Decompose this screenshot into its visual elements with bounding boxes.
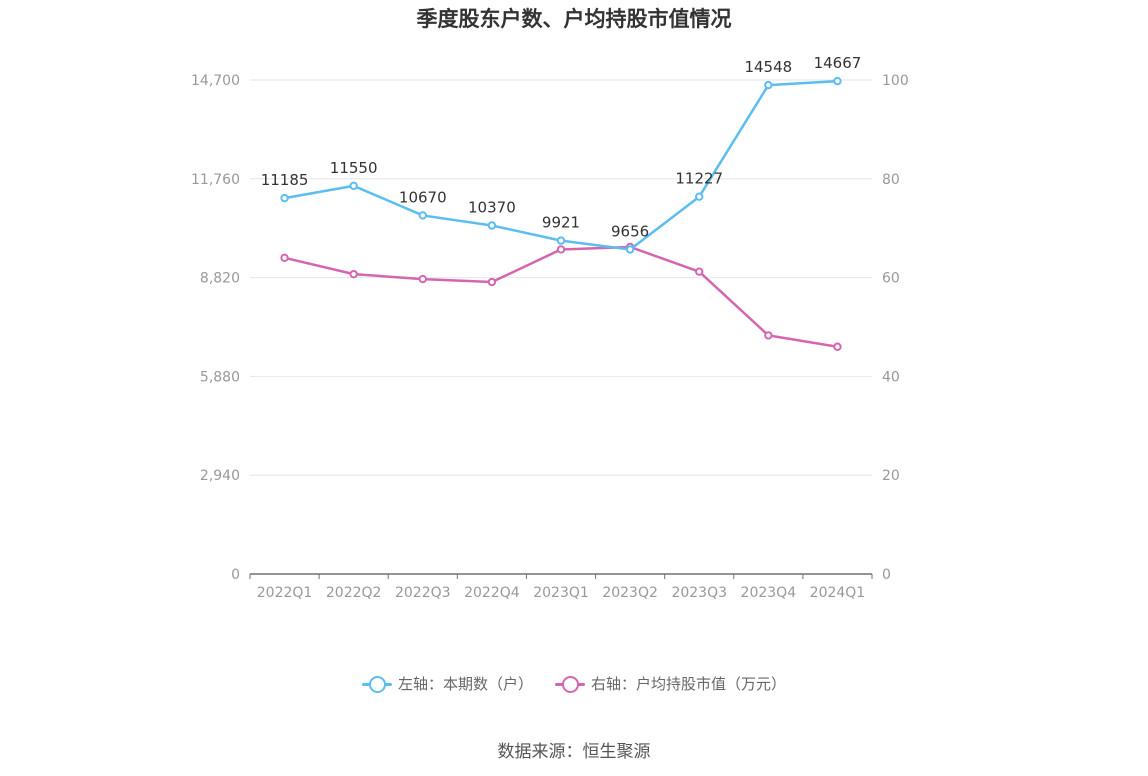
right-axis-tick-label: 0 <box>882 567 891 583</box>
data-point-0 <box>625 245 635 254</box>
x-axis-category-label: 2022Q4 <box>464 585 520 601</box>
data-point-0 <box>764 80 773 90</box>
data-point-1 <box>764 331 773 340</box>
x-axis-category-label: 2023Q3 <box>671 585 727 601</box>
source-note: 数据来源：恒生聚源 <box>497 742 651 762</box>
legend-swatch-avg-value <box>555 674 585 694</box>
data-label-0: 14667 <box>814 54 862 72</box>
x-axis-category-label: 2022Q1 <box>257 585 313 601</box>
data-label-0: 11185 <box>261 171 309 189</box>
x-axis-category-label: 2023Q2 <box>602 585 658 601</box>
data-point-1 <box>280 253 289 263</box>
data-point-0 <box>487 221 497 230</box>
right-axis-tick-label: 100 <box>882 73 909 89</box>
data-point-1 <box>833 342 842 351</box>
data-point-1 <box>695 267 704 276</box>
data-point-0 <box>833 76 842 86</box>
series-line-1 <box>284 245 838 348</box>
legend: 左轴：本期数（户） 右轴：户均持股市值（万元） <box>0 673 1148 694</box>
legend-item-avg-value[interactable]: 右轴：户均持股市值（万元） <box>555 673 786 694</box>
series <box>280 76 842 351</box>
left-axis-tick-label: 14,700 <box>191 73 240 89</box>
data-label-0: 14548 <box>744 58 792 76</box>
legend-item-households[interactable]: 左轴：本期数（户） <box>361 673 533 694</box>
data-labels: 11185 11550 10670 10370 9921 9656 11227 14548 14… <box>261 54 862 240</box>
data-point-0 <box>695 192 704 201</box>
data-label-0: 11550 <box>330 159 378 177</box>
right-axis-tick-label: 60 <box>882 271 900 287</box>
right-axis-tick-label: 20 <box>882 468 900 484</box>
data-label-0: 11227 <box>675 170 723 188</box>
data-point-0 <box>418 211 427 220</box>
left-axis-tick-label: 5,880 <box>200 369 240 385</box>
data-label-0: 10670 <box>399 188 447 206</box>
data-point-1 <box>418 274 427 284</box>
left-axis-tick-label: 8,820 <box>200 271 240 287</box>
grid-lines <box>250 79 872 476</box>
x-axis-category-label: 2022Q2 <box>326 585 382 601</box>
x-axis-category-label: 2022Q3 <box>395 585 451 601</box>
legend-label-households: 左轴：本期数（户） <box>397 675 533 693</box>
x-axis-category-label: 2023Q4 <box>741 585 797 601</box>
data-point-0 <box>349 181 358 191</box>
data-point-1 <box>556 245 566 254</box>
data-label-0: 9656 <box>611 223 649 241</box>
axes: 0 0 2,940 20 5,880 40 8,820 60 11,760 80 14,700 100… <box>191 73 909 601</box>
right-axis-tick-label: 80 <box>882 172 900 188</box>
x-axis-category-label: 2024Q1 <box>810 585 866 601</box>
chart-title: 季度股东户数、户均持股市值情况 <box>416 7 732 31</box>
right-axis-tick-label: 40 <box>882 369 900 385</box>
legend-swatch-households <box>361 674 392 694</box>
data-point-0 <box>556 236 566 245</box>
data-label-0: 10370 <box>468 199 516 217</box>
x-axis-category-label: 2023Q1 <box>533 585 589 601</box>
data-point-1 <box>487 277 497 287</box>
left-axis-tick-label: 11,760 <box>191 172 240 188</box>
legend-label-avg-value: 右轴：户均持股市值（万元） <box>591 675 787 693</box>
data-point-0 <box>280 193 289 203</box>
left-axis-tick-label: 2,940 <box>200 468 240 484</box>
data-point-1 <box>349 269 358 279</box>
left-axis-tick-label: 0 <box>231 567 240 583</box>
data-label-0: 9921 <box>542 214 580 232</box>
